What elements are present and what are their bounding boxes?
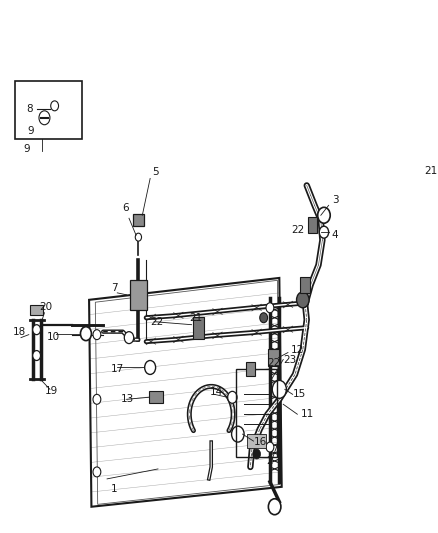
Circle shape xyxy=(39,111,50,125)
Bar xyxy=(30,305,43,315)
Bar xyxy=(130,280,147,310)
Bar xyxy=(307,217,317,233)
Text: 13: 13 xyxy=(120,394,134,405)
Bar xyxy=(247,434,266,448)
Text: 9: 9 xyxy=(23,143,30,154)
Circle shape xyxy=(51,101,59,111)
Bar xyxy=(133,214,144,226)
Text: 21: 21 xyxy=(424,166,438,175)
Text: 16: 16 xyxy=(254,437,268,447)
Circle shape xyxy=(266,303,274,313)
Text: 9: 9 xyxy=(27,126,34,136)
Circle shape xyxy=(318,207,330,223)
Bar xyxy=(268,349,279,367)
Text: 14: 14 xyxy=(210,387,223,397)
Text: 23: 23 xyxy=(283,354,297,365)
Circle shape xyxy=(93,330,101,340)
Text: 4: 4 xyxy=(332,230,339,240)
Text: 7: 7 xyxy=(111,283,118,293)
Bar xyxy=(193,317,204,338)
Bar xyxy=(246,362,255,376)
Text: 22: 22 xyxy=(150,317,163,327)
Circle shape xyxy=(93,394,101,404)
Circle shape xyxy=(93,467,101,477)
Text: 11: 11 xyxy=(300,409,314,419)
Text: 8: 8 xyxy=(26,104,33,114)
Text: 21: 21 xyxy=(189,313,202,323)
Circle shape xyxy=(253,449,261,459)
Text: 5: 5 xyxy=(152,167,159,177)
Text: 18: 18 xyxy=(13,327,26,337)
Text: 12: 12 xyxy=(291,344,304,354)
Text: 1: 1 xyxy=(111,484,118,494)
Text: 2: 2 xyxy=(266,456,272,466)
Circle shape xyxy=(268,499,281,515)
Circle shape xyxy=(232,426,244,442)
Text: 15: 15 xyxy=(293,389,306,399)
Circle shape xyxy=(33,351,41,360)
Text: 22: 22 xyxy=(268,359,281,368)
Circle shape xyxy=(135,233,141,241)
Text: 3: 3 xyxy=(332,196,339,205)
Text: 6: 6 xyxy=(123,203,129,213)
Text: 19: 19 xyxy=(44,386,58,397)
Bar xyxy=(236,369,277,457)
Circle shape xyxy=(266,442,274,452)
Text: 10: 10 xyxy=(47,332,60,342)
Bar xyxy=(149,391,163,403)
Circle shape xyxy=(260,313,268,322)
Circle shape xyxy=(124,332,134,344)
Bar xyxy=(15,81,82,139)
Circle shape xyxy=(33,325,41,335)
Circle shape xyxy=(81,327,92,341)
Circle shape xyxy=(145,360,155,375)
Bar xyxy=(300,277,310,293)
Circle shape xyxy=(228,391,237,403)
Circle shape xyxy=(272,381,286,398)
Text: 17: 17 xyxy=(111,365,124,375)
Text: 20: 20 xyxy=(39,302,52,312)
Circle shape xyxy=(297,292,309,308)
Text: 22: 22 xyxy=(291,225,304,235)
Circle shape xyxy=(319,226,328,238)
